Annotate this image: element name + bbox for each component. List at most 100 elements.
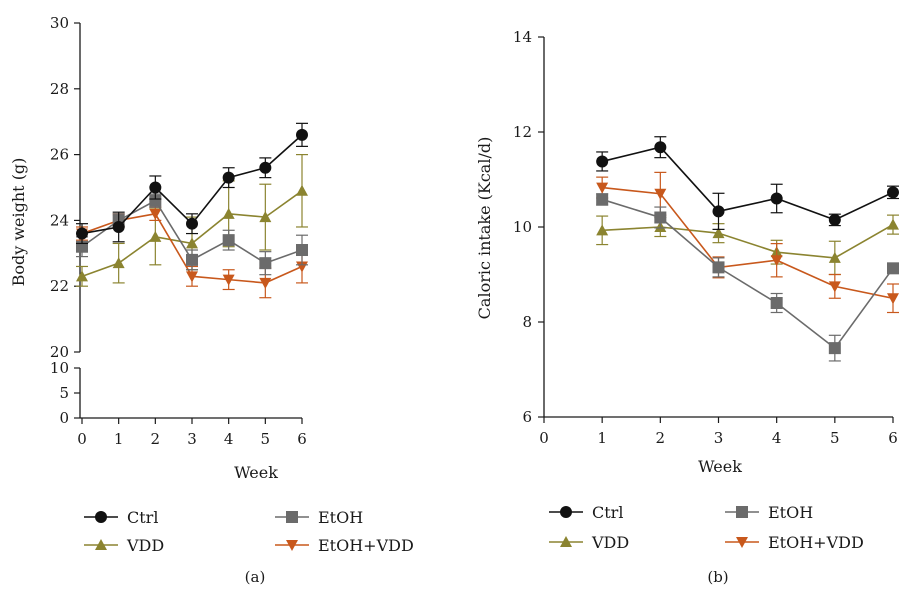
panel-b-series-vdd xyxy=(596,214,899,276)
panel-a-point-ctrl xyxy=(259,161,272,174)
panel-a-point-etoh-vdd xyxy=(259,277,272,289)
legend-marker-vdd xyxy=(560,536,572,547)
panel-b-point-ctrl xyxy=(654,141,667,154)
panel-a-point-etoh xyxy=(186,253,198,266)
legend-marker-etoh-vdd xyxy=(736,537,748,548)
legend-a-ctrl-label: Ctrl xyxy=(127,508,158,527)
panel-b-line-etoh xyxy=(601,198,894,350)
panel-a-point-etoh-vdd xyxy=(222,274,235,286)
panel-a-xtick-label: 3 xyxy=(187,430,197,448)
panel-a-xtick-label: 5 xyxy=(261,430,271,448)
panel-a-legend: Ctrl VDD EtOH EtOH+VDD xyxy=(84,508,414,555)
panel-b-ytick-label: 6 xyxy=(522,408,532,426)
panel-b-point-ctrl xyxy=(712,205,725,218)
panel-b-line-vdd xyxy=(602,223,894,259)
panel-b-label: (b) xyxy=(707,568,728,586)
panel-b-point-etoh xyxy=(596,193,609,206)
panel-a-point-vdd xyxy=(112,257,125,269)
panel-a-point-vdd xyxy=(259,211,272,223)
panel-b-point-etoh-vdd xyxy=(887,293,899,305)
panel-b-ytick-label: 8 xyxy=(522,313,532,331)
panel-b-point-etoh xyxy=(828,342,841,355)
panel-a-xtick-label: 2 xyxy=(151,430,161,448)
panel-a-ytick-label: 5 xyxy=(59,384,69,402)
panel-b-point-etoh-vdd xyxy=(828,281,841,293)
panel-a-xtick-label: 1 xyxy=(114,430,124,448)
panel-b-line-etoh-vdd xyxy=(602,186,894,300)
panel-a-point-vdd xyxy=(76,270,88,282)
panel-a-xtick-label: 4 xyxy=(224,430,234,448)
panel-a-ytick-label: 20 xyxy=(50,343,69,361)
panel-b-point-etoh-vdd xyxy=(596,182,609,194)
legend-marker-etoh xyxy=(286,511,298,523)
panel-a-series-ctrl xyxy=(76,122,308,245)
panel-b-legend: Ctrl VDD EtOH EtOH+VDD xyxy=(549,503,864,552)
panel-b-point-etoh xyxy=(887,262,899,275)
legend-etoh-marker xyxy=(275,511,309,523)
panel-b-point-etoh xyxy=(712,261,725,274)
panel-b-series-etoh xyxy=(596,193,899,362)
panel-a-point-ctrl xyxy=(222,171,235,184)
panel-a-xlabel: Week xyxy=(234,463,278,482)
legend-a-etoh-vdd-label: EtOH+VDD xyxy=(318,536,414,555)
legend-marker-etoh xyxy=(736,506,748,518)
panel-b-point-ctrl xyxy=(887,186,899,199)
panel-b-xtick-label: 1 xyxy=(597,429,607,447)
legend-vdd-marker xyxy=(84,539,118,550)
panel-b-xtick-label: 6 xyxy=(888,429,898,447)
panel-a-point-ctrl xyxy=(296,128,308,141)
panel-b-point-etoh xyxy=(770,297,783,309)
panel-a-point-etoh xyxy=(259,257,272,270)
panel-b-point-ctrl xyxy=(596,155,609,168)
legend-marker-vdd xyxy=(95,539,107,550)
panel-b-xtick-label: 0 xyxy=(539,429,549,447)
panel-b-point-etoh xyxy=(654,211,667,224)
panel-a-point-etoh xyxy=(222,234,235,247)
legend-vdd-marker xyxy=(549,536,583,547)
panel-b-ytick-label: 12 xyxy=(513,123,532,141)
panel-a-ytick-label: 22 xyxy=(50,277,69,295)
panel-a-xtick-label: 6 xyxy=(297,430,307,448)
panel-b-point-vdd xyxy=(712,227,725,239)
panel-b-point-ctrl xyxy=(828,213,841,226)
panel-a-point-etoh-vdd xyxy=(149,208,162,220)
panel-b-xtick-label: 3 xyxy=(714,429,724,447)
panel-a-series-etoh xyxy=(76,193,308,276)
series-layer xyxy=(76,122,899,362)
legend-b-etoh-label: EtOH xyxy=(768,503,813,522)
legend-marker-ctrl xyxy=(95,511,107,523)
panel-a-label: (a) xyxy=(245,568,266,586)
panel-a-point-vdd xyxy=(296,184,308,196)
legend-marker-ctrl xyxy=(560,506,572,518)
legend-etoh-vdd-marker xyxy=(725,537,759,548)
panel-a-point-ctrl xyxy=(112,220,125,233)
panel-b-xtick-label: 2 xyxy=(656,429,666,447)
panel-a-point-vdd xyxy=(186,237,198,249)
legend-a-vdd-label: VDD xyxy=(126,536,164,555)
panel-a-point-vdd xyxy=(149,230,162,242)
panel-a-point-vdd xyxy=(222,207,235,219)
panel-b-line-ctrl xyxy=(601,146,894,221)
legend-a-etoh-label: EtOH xyxy=(318,508,363,527)
panel-a-ylabel: Body weight (g) xyxy=(9,158,28,287)
panel-b-ylabel: Caloric intake (Kcal/d) xyxy=(475,137,494,320)
panel-b-xtick-label: 4 xyxy=(772,429,782,447)
panel-a-point-etoh xyxy=(149,194,162,207)
panel-b-xlabel: Week xyxy=(698,457,742,476)
panel-a-ytick-label: 10 xyxy=(50,359,69,377)
panel-b-point-ctrl xyxy=(770,192,783,205)
panel-b-ytick-label: 10 xyxy=(513,218,532,236)
panel-a-point-etoh-vdd xyxy=(296,261,308,273)
legend-marker-etoh-vdd xyxy=(286,540,298,551)
legend-etoh-vdd-marker xyxy=(275,540,309,551)
panel-a-ytick-label: 24 xyxy=(50,211,69,229)
panel-b-ytick-label: 14 xyxy=(513,28,532,46)
panel-a-ytick-label: 0 xyxy=(59,409,69,427)
panel-b-point-vdd xyxy=(887,218,899,230)
panel-b-point-vdd xyxy=(828,251,841,263)
legend-b-ctrl-label: Ctrl xyxy=(592,503,623,522)
panel-a-point-ctrl xyxy=(76,227,88,240)
panel-a-point-etoh-vdd xyxy=(186,271,198,283)
